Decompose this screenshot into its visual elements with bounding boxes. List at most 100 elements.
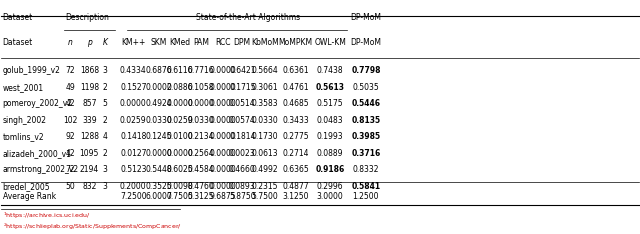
- Text: 0.3716: 0.3716: [351, 149, 381, 158]
- Text: 2194: 2194: [80, 165, 99, 174]
- Text: 5: 5: [103, 99, 108, 108]
- Text: Average Rank: Average Rank: [3, 192, 56, 201]
- Text: 0.5035: 0.5035: [353, 83, 380, 92]
- Text: 0.0330: 0.0330: [188, 116, 214, 125]
- Text: 7.2500: 7.2500: [120, 192, 147, 201]
- Text: 3: 3: [103, 182, 108, 191]
- Text: pomeroy_2002_v2: pomeroy_2002_v2: [3, 99, 73, 108]
- Text: 2: 2: [103, 116, 108, 125]
- Text: 0.0098: 0.0098: [166, 182, 193, 191]
- Text: 0.2000: 0.2000: [120, 182, 147, 191]
- Text: 42: 42: [65, 149, 75, 158]
- Text: 0.4660: 0.4660: [229, 165, 255, 174]
- Text: 0.5664: 0.5664: [252, 66, 278, 75]
- Text: 0.4584: 0.4584: [188, 165, 214, 174]
- Text: 0.0000: 0.0000: [209, 116, 236, 125]
- Text: 72: 72: [65, 66, 75, 75]
- Text: KbMoM: KbMoM: [252, 38, 279, 47]
- Text: 0.0000: 0.0000: [120, 99, 147, 108]
- Text: 0.2714: 0.2714: [282, 149, 309, 158]
- Text: 0.0000: 0.0000: [188, 99, 214, 108]
- Text: 1288: 1288: [80, 132, 99, 141]
- Text: KMed: KMed: [169, 38, 190, 47]
- Text: 1.2500: 1.2500: [353, 192, 379, 201]
- Text: 0.0000: 0.0000: [166, 149, 193, 158]
- Text: 0.2775: 0.2775: [282, 132, 309, 141]
- Text: 0.4760: 0.4760: [188, 182, 214, 191]
- Text: 0.8135: 0.8135: [351, 116, 380, 125]
- Text: 0.4334: 0.4334: [120, 66, 147, 75]
- Text: 0.3985: 0.3985: [351, 132, 380, 141]
- Text: 5.8750: 5.8750: [229, 192, 255, 201]
- Text: 339: 339: [82, 116, 97, 125]
- Text: OWL-KM: OWL-KM: [314, 38, 346, 47]
- Text: SKM: SKM: [150, 38, 167, 47]
- Text: 0.0000: 0.0000: [209, 149, 236, 158]
- Text: 0.7798: 0.7798: [351, 66, 381, 75]
- Text: 0.0000: 0.0000: [209, 83, 236, 92]
- Text: 0.0000: 0.0000: [145, 149, 172, 158]
- Text: 0.6365: 0.6365: [282, 165, 309, 174]
- Text: 0.0002: 0.0002: [145, 83, 172, 92]
- Text: PAM: PAM: [193, 38, 209, 47]
- Text: 3: 3: [103, 66, 108, 75]
- Text: 0.0483: 0.0483: [317, 116, 344, 125]
- Text: 1095: 1095: [79, 149, 99, 158]
- Text: 2: 2: [103, 83, 108, 92]
- Text: 0.1993: 0.1993: [317, 132, 344, 141]
- Text: 49: 49: [65, 83, 75, 92]
- Text: 0.3061: 0.3061: [252, 83, 278, 92]
- Text: 5.7500: 5.7500: [252, 192, 278, 201]
- Text: 0.0574: 0.0574: [229, 116, 255, 125]
- Text: 0.0613: 0.0613: [252, 149, 278, 158]
- Text: 2: 2: [103, 149, 108, 158]
- Text: 0.0000: 0.0000: [209, 182, 236, 191]
- Text: west_2001: west_2001: [3, 83, 44, 92]
- Text: 0.5613: 0.5613: [316, 83, 345, 92]
- Text: 0.4924: 0.4924: [145, 99, 172, 108]
- Text: 0.1814: 0.1814: [229, 132, 255, 141]
- Text: 0.7716: 0.7716: [188, 66, 214, 75]
- Text: 0.2996: 0.2996: [317, 182, 344, 191]
- Text: 0.1418: 0.1418: [120, 132, 147, 141]
- Text: 5.3125: 5.3125: [188, 192, 214, 201]
- Text: 832: 832: [82, 182, 97, 191]
- Text: 0.1245: 0.1245: [145, 132, 172, 141]
- Text: 9.6875: 9.6875: [209, 192, 236, 201]
- Text: DP-MoM: DP-MoM: [350, 38, 381, 47]
- Text: Dataset: Dataset: [3, 13, 33, 22]
- Text: 92: 92: [65, 132, 75, 141]
- Text: 0.6025: 0.6025: [166, 165, 193, 174]
- Text: 0.3583: 0.3583: [252, 99, 278, 108]
- Text: 0.0514: 0.0514: [229, 99, 255, 108]
- Text: 42: 42: [65, 99, 75, 108]
- Text: 3.0000: 3.0000: [317, 192, 344, 201]
- Text: 0.6361: 0.6361: [282, 66, 309, 75]
- Text: 0.1527: 0.1527: [120, 83, 147, 92]
- Text: 4: 4: [103, 132, 108, 141]
- Text: 3: 3: [103, 165, 108, 174]
- Text: RCC: RCC: [215, 38, 230, 47]
- Text: bredel_2005: bredel_2005: [3, 182, 51, 191]
- Text: 0.0000: 0.0000: [209, 99, 236, 108]
- Text: DP-MoM: DP-MoM: [350, 13, 381, 22]
- Text: 857: 857: [82, 99, 97, 108]
- Text: 0.2564: 0.2564: [188, 149, 214, 158]
- Text: 3.1250: 3.1250: [282, 192, 309, 201]
- Text: 0.3433: 0.3433: [282, 116, 309, 125]
- Text: $^2$https://schlieplab.org/Static/Supplements/CompCancer/: $^2$https://schlieplab.org/Static/Supple…: [3, 221, 182, 232]
- Text: 0.5448: 0.5448: [145, 165, 172, 174]
- Text: 0.1058: 0.1058: [188, 83, 214, 92]
- Text: MoMPKM: MoMPKM: [279, 38, 313, 47]
- Text: 0.1730: 0.1730: [252, 132, 278, 141]
- Text: 0.3525: 0.3525: [145, 182, 172, 191]
- Text: tomlins_v2: tomlins_v2: [3, 132, 44, 141]
- Text: 0.0893: 0.0893: [229, 182, 255, 191]
- Text: 0.0886: 0.0886: [166, 83, 193, 92]
- Text: 1198: 1198: [80, 83, 99, 92]
- Text: 0.4992: 0.4992: [252, 165, 278, 174]
- Text: 0.5175: 0.5175: [317, 99, 344, 108]
- Text: p: p: [87, 38, 92, 47]
- Text: 0.0259: 0.0259: [120, 116, 147, 125]
- Text: n: n: [68, 38, 73, 47]
